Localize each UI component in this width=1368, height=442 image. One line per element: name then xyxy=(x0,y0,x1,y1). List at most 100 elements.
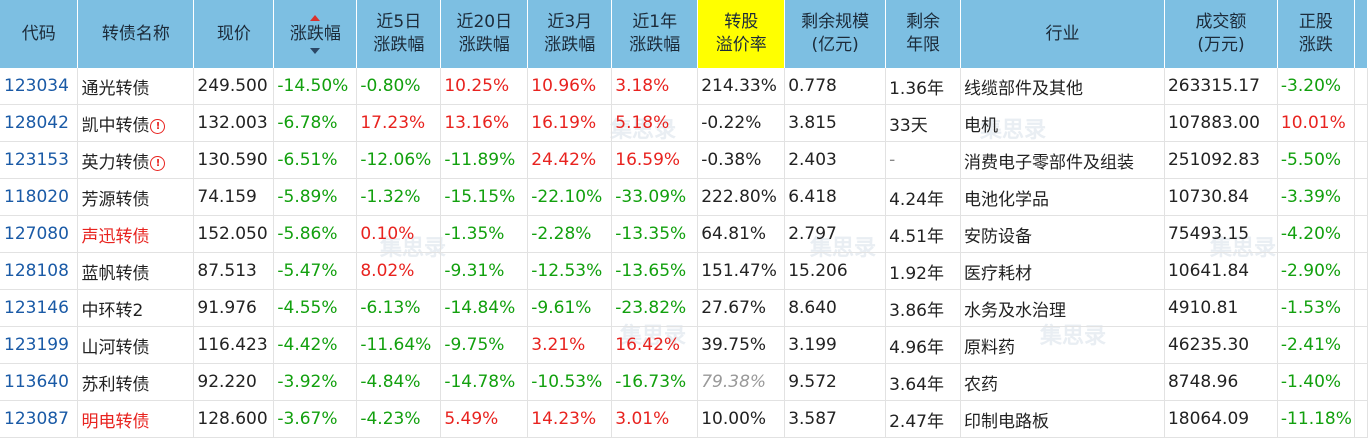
cell-price: 116.423 xyxy=(193,326,275,364)
cell-chg20d: -15.15% xyxy=(440,178,529,216)
cell-price: 152.050 xyxy=(193,215,275,253)
cell-code[interactable]: 128108 xyxy=(0,252,79,290)
cell-price: 91.976 xyxy=(193,289,275,327)
col-header-term[interactable]: 剩余 年限 xyxy=(885,0,962,68)
cell-term: 4.96年 xyxy=(885,326,962,364)
cell-name[interactable]: 明电转债 xyxy=(77,400,195,438)
cell-scale: 2.403 xyxy=(784,141,887,179)
col-header-price[interactable]: 现价 xyxy=(193,0,275,68)
cell-name[interactable]: 苏利转债 xyxy=(77,363,195,401)
cell-code[interactable]: 123087 xyxy=(0,400,79,438)
cell-premium: -0.38% xyxy=(697,141,786,179)
cell-premium: 39.75% xyxy=(697,326,786,364)
col-header-5d[interactable]: 近5日 涨跌幅 xyxy=(356,0,442,68)
cell-code[interactable]: 123146 xyxy=(0,289,79,327)
table-row[interactable]: 123153 英力转债! 130.590 -6.51% -12.06% -11.89% 24… xyxy=(0,141,1368,179)
table-row[interactable]: 123034 通光转债 249.500 -14.50% -0.80% 10.25% 10.9… xyxy=(0,68,1368,105)
bond-name-label[interactable]: 苏利转债 xyxy=(81,374,150,395)
cell-price: 87.513 xyxy=(193,252,275,290)
cell-scale: 15.206 xyxy=(784,252,887,290)
col-header-3m[interactable]: 近3月 涨跌幅 xyxy=(527,0,613,68)
col-header-change[interactable]: 涨跌幅 xyxy=(273,0,358,68)
cell-name[interactable]: 凯中转债! xyxy=(77,104,195,142)
col-header-volume[interactable]: 成交额 (万元) xyxy=(1164,0,1278,68)
col-header-1y[interactable]: 近1年 涨跌幅 xyxy=(611,0,699,68)
col-header-20d[interactable]: 近20日 涨跌幅 xyxy=(440,0,529,68)
cell-industry: 印制电路板 xyxy=(960,400,1165,438)
cell-code[interactable]: 123199 xyxy=(0,326,79,364)
cell-code[interactable]: 128042 xyxy=(0,104,79,142)
cell-industry: 水务及水治理 xyxy=(960,289,1165,327)
cell-name[interactable]: 芳源转债 xyxy=(77,178,195,216)
table-row[interactable]: 128108 蓝帆转债 87.513 -5.47% 8.02% -9.31% -12.53%… xyxy=(0,252,1368,290)
bond-name-label[interactable]: 蓝帆转债 xyxy=(81,263,150,284)
table-row[interactable]: 128042 凯中转债! 132.003 -6.78% 17.23% 13.16% 16.1… xyxy=(0,104,1368,142)
cell-industry: 农药 xyxy=(960,363,1165,401)
sort-asc-icon xyxy=(310,14,321,21)
cell-stock: -2.90% xyxy=(1277,252,1355,290)
cell-term: 4.24年 xyxy=(885,178,962,216)
cell-scale: 3.199 xyxy=(784,326,887,364)
col-header-premium[interactable]: 转股 溢价率 xyxy=(697,0,786,68)
col-header-industry[interactable]: 行业 xyxy=(960,0,1165,68)
cell-volume: 10730.84 xyxy=(1164,178,1278,216)
cell-chg3m: 16.19% xyxy=(527,104,613,142)
cell-volume: 75493.15 xyxy=(1164,215,1278,253)
cell-change: -4.55% xyxy=(273,289,358,327)
bond-name-label[interactable]: 声迅转债 xyxy=(81,226,150,247)
cell-chg20d: -11.89% xyxy=(440,141,529,179)
cell-name[interactable]: 中环转2 xyxy=(77,289,195,327)
cell-name[interactable]: 英力转债! xyxy=(77,141,195,179)
bond-name-label[interactable]: 凯中转债 xyxy=(81,115,150,136)
cell-chg1y: 5.18% xyxy=(611,104,699,142)
cell-volume: 8748.96 xyxy=(1164,363,1278,401)
cell-code[interactable]: 118020 xyxy=(0,178,79,216)
table-row[interactable]: 127080 声迅转债 152.050 -5.86% 0.10% -1.35% -2.28%… xyxy=(0,215,1368,253)
cell-code[interactable]: 123034 xyxy=(0,68,79,105)
cell-stock: 10.01% xyxy=(1277,104,1355,142)
cell-chg1y: -13.65% xyxy=(611,252,699,290)
bond-name-label[interactable]: 英力转债 xyxy=(81,152,150,173)
cell-change: -3.92% xyxy=(273,363,358,401)
cell-code[interactable]: 127080 xyxy=(0,215,79,253)
table-row[interactable]: 123146 中环转2 91.976 -4.55% -6.13% -14.84% -9.61… xyxy=(0,289,1368,327)
bond-name-label[interactable]: 山河转债 xyxy=(81,337,150,358)
cell-overflow xyxy=(1354,141,1368,179)
cell-chg1y: 16.42% xyxy=(611,326,699,364)
cell-volume: 46235.30 xyxy=(1164,326,1278,364)
cell-name[interactable]: 通光转债 xyxy=(77,68,195,105)
bond-name-label[interactable]: 明电转债 xyxy=(81,411,150,432)
cell-price: 132.003 xyxy=(193,104,275,142)
cell-stock: -4.20% xyxy=(1277,215,1355,253)
table-row[interactable]: 123087 明电转债 128.600 -3.67% -4.23% 5.49% 14.23%… xyxy=(0,400,1368,438)
warning-icon[interactable]: ! xyxy=(150,155,166,171)
cell-chg5d: -11.64% xyxy=(356,326,442,364)
warning-icon[interactable]: ! xyxy=(150,118,166,134)
cell-overflow xyxy=(1354,289,1368,327)
cell-code[interactable]: 123153 xyxy=(0,141,79,179)
col-header-name[interactable]: 转债名称 xyxy=(77,0,195,68)
col-header-scale[interactable]: 剩余规模 (亿元) xyxy=(784,0,887,68)
cell-premium: 79.38% xyxy=(697,363,786,401)
cell-chg1y: -33.09% xyxy=(611,178,699,216)
cell-volume: 263315.17 xyxy=(1164,68,1278,105)
sort-desc-icon xyxy=(310,47,321,54)
bond-name-label[interactable]: 中环转2 xyxy=(81,300,144,321)
cell-stock: -3.20% xyxy=(1277,68,1355,105)
cell-name[interactable]: 蓝帆转债 xyxy=(77,252,195,290)
table-row[interactable]: 113640 苏利转债 92.220 -3.92% -4.84% -14.78% -10.5… xyxy=(0,363,1368,401)
cell-code[interactable]: 113640 xyxy=(0,363,79,401)
table-row[interactable]: 118020 芳源转债 74.159 -5.89% -1.32% -15.15% -22.1… xyxy=(0,178,1368,216)
cell-chg1y: -16.73% xyxy=(611,363,699,401)
cell-chg3m: 24.42% xyxy=(527,141,613,179)
table-row[interactable]: 123199 山河转债 116.423 -4.42% -11.64% -9.75% 3.21… xyxy=(0,326,1368,364)
col-header-stock-change[interactable]: 正股 涨跌 xyxy=(1277,0,1355,68)
bond-name-label[interactable]: 芳源转债 xyxy=(81,189,150,210)
cell-chg5d: 17.23% xyxy=(356,104,442,142)
bond-name-label[interactable]: 通光转债 xyxy=(81,78,150,99)
cell-name[interactable]: 山河转债 xyxy=(77,326,195,364)
cell-chg5d: -12.06% xyxy=(356,141,442,179)
col-header-code[interactable]: 代码 xyxy=(0,0,79,68)
cell-chg1y: 3.01% xyxy=(611,400,699,438)
cell-name[interactable]: 声迅转债 xyxy=(77,215,195,253)
